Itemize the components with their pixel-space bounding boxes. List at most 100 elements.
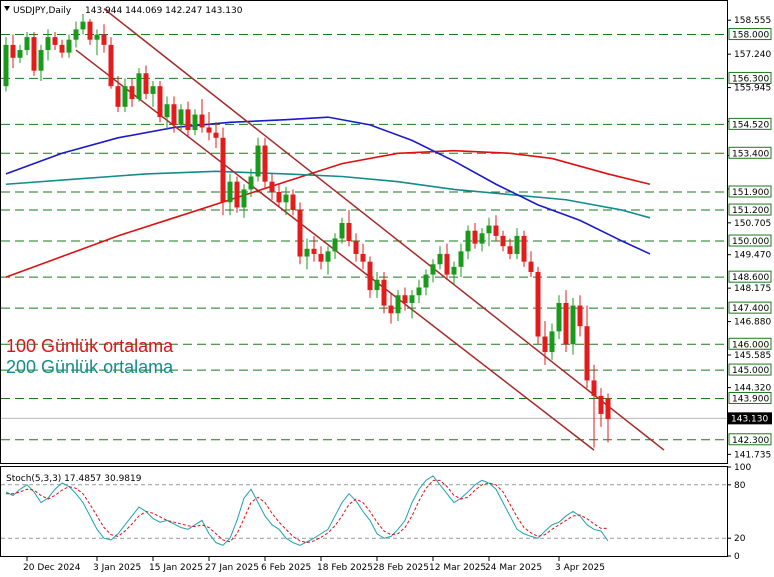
candle-body [234,181,240,208]
level-tag [728,146,772,159]
candle-body [108,44,114,87]
candle-body [178,109,184,125]
level-tag [728,185,772,198]
candle-body [430,264,436,275]
caret-down-icon[interactable] [4,6,10,11]
candle-body [353,241,359,254]
candle-body [360,253,366,262]
candle-body [171,104,177,125]
candle-body [388,305,394,314]
level-tag [728,363,772,376]
candle-body [164,104,170,118]
candle-body [507,246,513,254]
ma50-line [5,116,651,255]
level-tag [728,203,772,216]
level-tag-label: 153.400 [732,149,769,159]
candle-body [10,44,16,58]
time-tick-label: 24 Mar 2025 [485,563,542,573]
candle-body [185,109,191,131]
price-tick-label: 155.945 [734,84,771,94]
candle-body [381,279,387,306]
candle-body [262,145,268,182]
main-plot-area [1,8,727,451]
candle-body [325,251,331,262]
candle-body [220,137,226,203]
candle-body [521,235,527,262]
time-tick-label: 28 Feb 2025 [373,563,429,573]
candle-body [311,248,317,254]
candle-body [332,238,338,252]
price-tick-label: 145.585 [734,351,771,361]
stochastic-tick-label: 0 [734,552,740,562]
candle-body [395,295,401,314]
candle-body [514,235,520,254]
price-tick-label: 148.175 [734,284,771,294]
candle-body [528,261,534,273]
level-tag-label: 148.600 [732,273,769,283]
candle-body [31,37,37,71]
stochastic-tick-label: 80 [734,481,746,491]
level-tag-label: 145.000 [732,366,769,376]
candle-body [437,253,443,265]
level-tag-label: 158.000 [732,31,769,41]
level-tag-label: 151.900 [732,188,769,198]
candle-body [451,266,457,275]
stochastic-main-line [5,475,609,546]
candle-body [227,181,233,203]
current-price-label: 143.130 [731,414,768,424]
candle-body [157,86,163,118]
candle-body [472,230,478,244]
candle-body [122,86,128,107]
legend-ma200: 200 Günlük ortalama [6,357,174,377]
level-tag [728,270,772,283]
stochastic-tick-label: 100 [734,463,751,473]
level-tag-label: 151.200 [732,206,769,216]
stochastic-plot-area: 100 80 20 0 [1,463,751,562]
time-tick-label: 15 Jan 2025 [149,563,203,573]
candle-body [45,37,51,51]
stochastic-plot-border [0,466,728,557]
price-tick-label: 157.240 [734,50,771,60]
ma100-line [5,149,651,278]
level-tag [728,337,772,350]
candle-body [374,279,380,291]
level-tag [728,71,772,84]
candle-body [66,39,72,53]
candle-body [577,305,583,327]
candle-body [136,73,142,100]
time-tick-label: 6 Feb 2025 [261,563,311,573]
candle-body [276,191,282,203]
time-tick-label: 3 Apr 2025 [555,563,605,573]
level-tag [728,433,772,446]
ma200-line [5,170,651,219]
candle-body [598,395,604,414]
candle-body [479,233,485,244]
candle-body [584,326,590,381]
candle-body [570,305,576,345]
candle-body [486,225,492,234]
price-tick-label: 149.470 [734,251,771,261]
candle-body [150,86,156,94]
candle-body [269,181,275,192]
current-price-tag [728,412,772,425]
candle-body [3,44,9,87]
level-tag [728,234,772,247]
candle-body [500,235,506,247]
candle-body [199,114,205,128]
candle-body [304,248,310,257]
candle-body [549,331,555,353]
level-tag [728,301,772,314]
candle-body [465,230,471,252]
candle-body [87,21,93,40]
legend-ma100: 100 Günlük ortalama [6,336,174,356]
candle-body [115,86,121,107]
candle-body [591,380,597,396]
candle-body [52,37,58,45]
price-tick-label: 150.705 [734,219,771,229]
level-tag-label: 150.000 [732,237,769,247]
candle-body [346,222,352,242]
price-tick-label: 141.735 [734,450,771,460]
candle-body [206,127,212,133]
time-tick-label: 27 Jan 2025 [205,563,259,573]
